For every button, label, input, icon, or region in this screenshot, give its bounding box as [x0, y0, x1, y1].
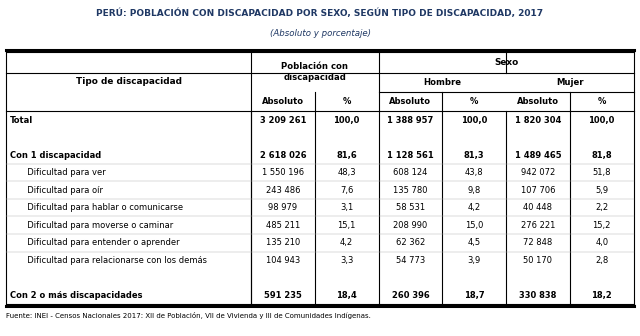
Text: 4,2: 4,2 — [468, 203, 481, 212]
Text: 135 210: 135 210 — [266, 238, 300, 247]
Text: 100,0: 100,0 — [461, 116, 488, 125]
Text: Tipo de discapacidad: Tipo de discapacidad — [76, 77, 182, 86]
Text: Total: Total — [10, 116, 33, 125]
Text: 260 396: 260 396 — [392, 291, 429, 300]
Text: 485 211: 485 211 — [266, 221, 300, 230]
Text: 62 362: 62 362 — [396, 238, 425, 247]
Text: 72 848: 72 848 — [524, 238, 552, 247]
Text: 81,3: 81,3 — [464, 151, 484, 160]
Text: 2,2: 2,2 — [595, 203, 608, 212]
Text: 54 773: 54 773 — [396, 256, 425, 265]
Text: PERÚ: POBLACIÓN CON DISCAPACIDAD POR SEXO, SEGÚN TIPO DE DISCAPACIDAD, 2017: PERÚ: POBLACIÓN CON DISCAPACIDAD POR SEX… — [97, 8, 543, 18]
Text: 7,6: 7,6 — [340, 186, 353, 195]
Text: %: % — [342, 97, 351, 106]
Text: 40 448: 40 448 — [524, 203, 552, 212]
Text: Fuente: INEI - Censos Nacionales 2017: XII de Población, VII de Vivienda y III d: Fuente: INEI - Censos Nacionales 2017: X… — [6, 312, 371, 320]
Text: 15,1: 15,1 — [337, 221, 356, 230]
Text: Dificultad para ver: Dificultad para ver — [22, 168, 106, 177]
Text: 608 124: 608 124 — [393, 168, 428, 177]
Text: 15,0: 15,0 — [465, 221, 483, 230]
Text: Sexo: Sexo — [494, 58, 518, 67]
Text: 3,1: 3,1 — [340, 203, 353, 212]
Text: 81,8: 81,8 — [591, 151, 612, 160]
Text: 48,3: 48,3 — [337, 168, 356, 177]
Text: Población con
discapacidad: Población con discapacidad — [281, 62, 348, 82]
Text: 50 170: 50 170 — [524, 256, 552, 265]
Text: 3,3: 3,3 — [340, 256, 353, 265]
Text: 4,2: 4,2 — [340, 238, 353, 247]
Text: 58 531: 58 531 — [396, 203, 425, 212]
Text: (Absoluto y porcentaje): (Absoluto y porcentaje) — [269, 29, 371, 38]
Text: Con 2 o más discapacidades: Con 2 o más discapacidades — [10, 291, 142, 300]
Text: 100,0: 100,0 — [333, 116, 360, 125]
Text: 15,2: 15,2 — [593, 221, 611, 230]
Text: 4,0: 4,0 — [595, 238, 608, 247]
Text: 18,7: 18,7 — [464, 291, 484, 300]
Text: Dificultad para entender o aprender: Dificultad para entender o aprender — [22, 238, 180, 247]
Text: 942 072: 942 072 — [521, 168, 555, 177]
Text: 1 550 196: 1 550 196 — [262, 168, 304, 177]
Text: 98 979: 98 979 — [268, 203, 298, 212]
Text: 4,5: 4,5 — [468, 238, 481, 247]
Text: 5,9: 5,9 — [595, 186, 608, 195]
Text: 18,2: 18,2 — [591, 291, 612, 300]
Text: 43,8: 43,8 — [465, 168, 483, 177]
Text: 2,8: 2,8 — [595, 256, 609, 265]
Text: Absoluto: Absoluto — [517, 97, 559, 106]
Text: Dificultad para relacionarse con los demás: Dificultad para relacionarse con los dem… — [22, 256, 207, 265]
Text: 1 388 957: 1 388 957 — [387, 116, 433, 125]
Text: Hombre: Hombre — [423, 78, 461, 87]
Text: 1 489 465: 1 489 465 — [515, 151, 561, 160]
Text: Dificultad para hablar o comunicarse: Dificultad para hablar o comunicarse — [22, 203, 184, 212]
Text: 135 780: 135 780 — [393, 186, 428, 195]
Text: 104 943: 104 943 — [266, 256, 300, 265]
Text: Con 1 discapacidad: Con 1 discapacidad — [10, 151, 101, 160]
Text: 591 235: 591 235 — [264, 291, 302, 300]
Text: 3 209 261: 3 209 261 — [260, 116, 306, 125]
Text: 208 990: 208 990 — [394, 221, 428, 230]
Text: 330 838: 330 838 — [519, 291, 557, 300]
Text: Mujer: Mujer — [556, 78, 584, 87]
Text: 100,0: 100,0 — [589, 116, 615, 125]
Text: 9,8: 9,8 — [468, 186, 481, 195]
Text: 3,9: 3,9 — [468, 256, 481, 265]
Text: 18,4: 18,4 — [336, 291, 357, 300]
Text: Dificultad para oír: Dificultad para oír — [22, 186, 104, 195]
Text: 51,8: 51,8 — [593, 168, 611, 177]
Text: 276 221: 276 221 — [521, 221, 555, 230]
Text: 1 128 561: 1 128 561 — [387, 151, 434, 160]
Text: 81,6: 81,6 — [336, 151, 357, 160]
Text: 2 618 026: 2 618 026 — [260, 151, 306, 160]
Text: Absoluto: Absoluto — [262, 97, 304, 106]
Text: %: % — [470, 97, 478, 106]
Text: Dificultad para moverse o caminar: Dificultad para moverse o caminar — [22, 221, 173, 230]
Text: Absoluto: Absoluto — [389, 97, 431, 106]
Text: 1 820 304: 1 820 304 — [515, 116, 561, 125]
Text: %: % — [598, 97, 606, 106]
Text: 243 486: 243 486 — [266, 186, 300, 195]
Text: 107 706: 107 706 — [521, 186, 556, 195]
